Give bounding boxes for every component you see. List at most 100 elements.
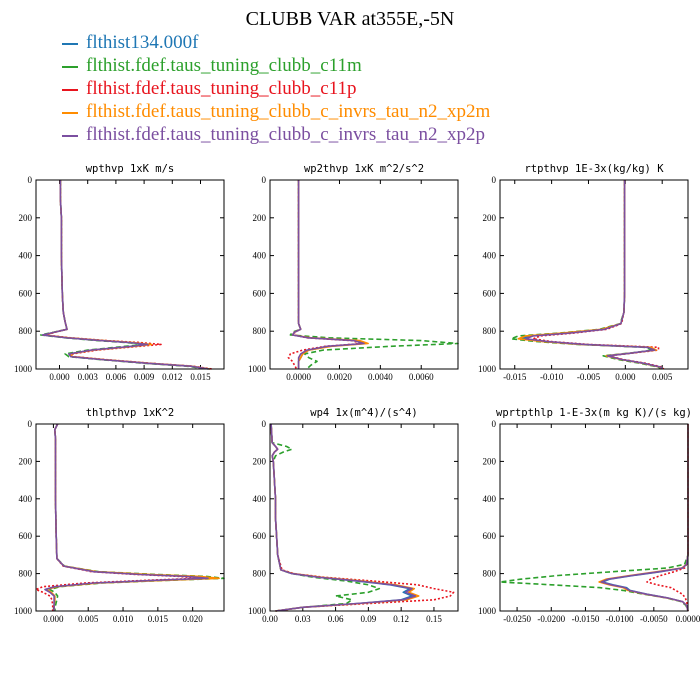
y-tick-label: 400 — [19, 251, 33, 261]
x-tick-label: 0.06 — [328, 614, 344, 624]
x-tick-label: -0.0200 — [537, 614, 565, 624]
panel-title: rtpthvp 1E-3x(kg/kg) K — [524, 163, 664, 175]
x-tick-label: 0.005 — [652, 372, 673, 382]
y-tick-label: 400 — [19, 494, 33, 504]
series-line — [598, 424, 689, 612]
series-line — [289, 180, 459, 370]
panel-title: wprtpthlp 1-E-3x(m kg K)/(s kg) — [496, 407, 692, 419]
y-tick-label: 200 — [19, 213, 33, 223]
series-line — [270, 423, 455, 612]
y-tick-label: 200 — [19, 456, 33, 466]
legend-label: flthist.fdef.taus_tuning_clubb_c_invrs_t… — [86, 124, 485, 145]
y-tick-label: 400 — [483, 251, 497, 261]
panel-frame — [269, 423, 459, 612]
x-tick-label: 0.0020 — [327, 372, 352, 382]
x-tick-label: 0.003 — [78, 372, 99, 382]
y-tick-label: 600 — [483, 531, 497, 541]
y-tick-label: 1000 — [248, 606, 267, 616]
x-tick-label: 0.09 — [360, 614, 376, 624]
x-tick-label: 0.000 — [43, 614, 64, 624]
series-line — [41, 180, 211, 370]
y-tick-label: 0 — [262, 419, 267, 429]
series-line — [600, 424, 689, 612]
panel-frame — [35, 423, 225, 612]
legend-swatch — [62, 42, 78, 45]
panel-title: thlpthvp 1xK^2 — [86, 407, 175, 419]
x-tick-label: 0.15 — [426, 614, 442, 624]
series-line — [44, 180, 212, 370]
legend-entry: flthist.fdef.taus_tuning_clubb_c11p — [62, 78, 490, 101]
y-tick-label: 1000 — [478, 364, 497, 374]
x-tick-label: 0.020 — [183, 614, 204, 624]
x-tick-label: 0.0000 — [286, 372, 311, 382]
y-tick-label: 200 — [253, 456, 267, 466]
legend-swatch — [62, 88, 78, 91]
series-line — [270, 423, 420, 612]
series-line — [39, 180, 209, 370]
series-line — [45, 423, 220, 611]
series-line — [601, 424, 689, 612]
y-tick-label: 200 — [483, 456, 497, 466]
series-line — [499, 424, 689, 612]
panel-frame — [35, 179, 225, 370]
y-tick-label: 0 — [492, 419, 497, 429]
y-tick-label: 0 — [492, 175, 497, 185]
y-tick-label: 800 — [483, 569, 497, 579]
legend-swatch — [62, 111, 78, 114]
y-tick-label: 1000 — [248, 364, 267, 374]
y-tick-label: 600 — [253, 288, 267, 298]
y-tick-label: 400 — [253, 494, 267, 504]
panel-title: wpthvp 1xK m/s — [86, 163, 175, 175]
y-tick-label: 1000 — [14, 606, 33, 616]
legend-entry: flthist.fdef.taus_tuning_clubb_c_invrs_t… — [62, 124, 490, 147]
legend-label: flthist.fdef.taus_tuning_clubb_c11p — [86, 78, 357, 99]
x-tick-label: 0.015 — [190, 372, 211, 382]
x-tick-label: -0.0100 — [606, 614, 634, 624]
legend-swatch — [62, 134, 78, 137]
legend-entry: flthist134.000f — [62, 32, 490, 55]
series-line — [270, 423, 417, 612]
y-tick-label: 800 — [483, 326, 497, 336]
x-tick-label: 0.12 — [393, 614, 409, 624]
panel-frame — [269, 179, 459, 370]
y-tick-label: 800 — [19, 326, 33, 336]
y-tick-label: 800 — [253, 326, 267, 336]
y-tick-label: 600 — [19, 288, 33, 298]
y-tick-label: 1000 — [478, 606, 497, 616]
x-tick-label: 0.009 — [134, 372, 155, 382]
y-tick-label: 800 — [19, 569, 33, 579]
y-tick-label: 0 — [28, 419, 33, 429]
legend-entry: flthist.fdef.taus_tuning_clubb_c11m — [62, 55, 490, 78]
series-line — [532, 180, 665, 370]
series-line — [44, 423, 209, 611]
x-tick-label: -0.0250 — [503, 614, 531, 624]
panel-frame — [499, 423, 689, 612]
x-tick-label: 0.03 — [295, 614, 311, 624]
y-tick-label: 0 — [28, 175, 33, 185]
panel-title: wp4 1x(m^4)/(s^4) — [310, 407, 417, 419]
legend-label: flthist.fdef.taus_tuning_clubb_c11m — [86, 55, 362, 76]
x-tick-label: 0.010 — [113, 614, 134, 624]
figure-title: CLUBB VAR at355E,-5N — [245, 8, 455, 30]
series-line — [291, 180, 365, 369]
panel-title: wp2thvp 1xK m^2/s^2 — [304, 163, 424, 175]
x-tick-label: 0.006 — [106, 372, 127, 382]
series-line — [524, 180, 663, 370]
x-tick-label: -0.005 — [577, 372, 601, 382]
legend-label: flthist134.000f — [86, 32, 199, 53]
x-tick-label: 0.0060 — [409, 372, 434, 382]
x-tick-label: 0.012 — [162, 372, 182, 382]
legend-swatch — [62, 65, 78, 68]
y-tick-label: 200 — [253, 213, 267, 223]
x-tick-label: 0.000 — [615, 372, 636, 382]
y-tick-label: 0 — [262, 175, 267, 185]
legend-label: flthist.fdef.taus_tuning_clubb_c_invrs_t… — [86, 101, 491, 122]
legend-entry: flthist.fdef.taus_tuning_clubb_c_invrs_t… — [62, 101, 490, 124]
x-tick-label: -0.015 — [503, 372, 527, 382]
series-line — [42, 180, 211, 370]
x-tick-label: -0.0050 — [640, 614, 668, 624]
y-tick-label: 600 — [253, 531, 267, 541]
series-line — [270, 423, 381, 612]
series-line — [49, 423, 225, 612]
